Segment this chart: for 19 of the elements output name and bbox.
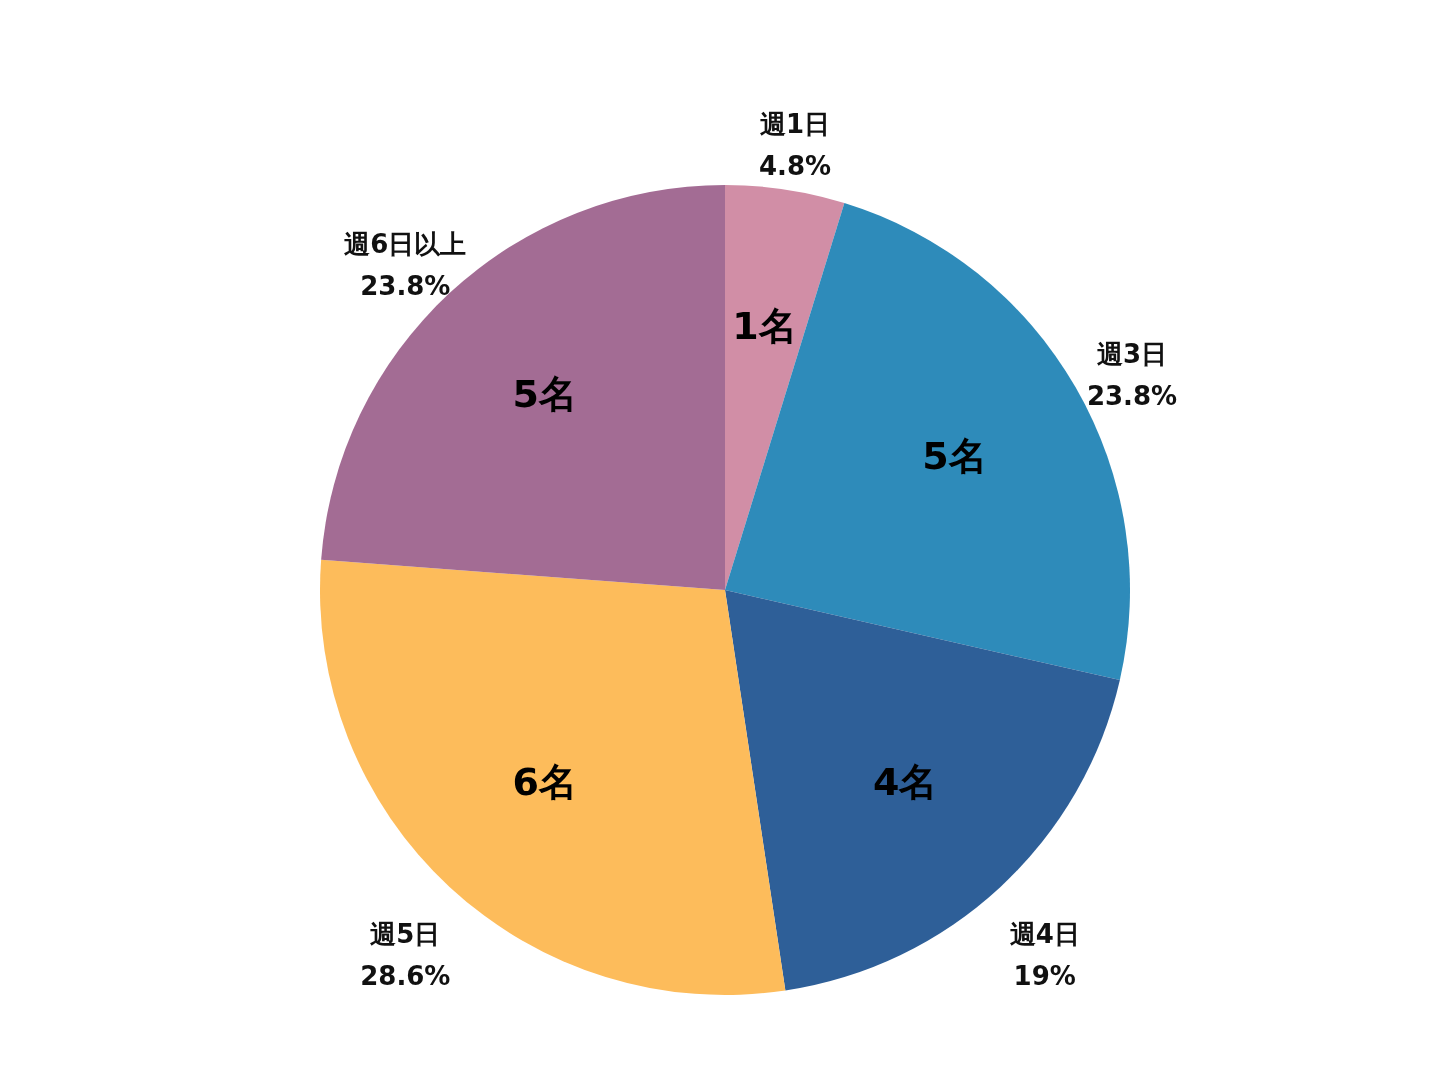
pie-slice bbox=[321, 185, 725, 590]
text: 28.6% bbox=[360, 960, 451, 991]
data-label: 5名 bbox=[512, 371, 577, 416]
slice-label: 週1日 bbox=[760, 109, 831, 140]
pie-slice bbox=[320, 559, 786, 995]
slice-label: 週3日 bbox=[1096, 339, 1168, 369]
text: 4.8% bbox=[759, 151, 832, 182]
slice-label: 週5日 bbox=[370, 918, 441, 949]
text: 19% bbox=[1013, 960, 1076, 991]
data-label: 6名 bbox=[512, 760, 577, 805]
data-label: 5名 bbox=[922, 433, 987, 478]
slice-label: 週6日以上 bbox=[344, 229, 467, 260]
pie-slice bbox=[725, 590, 1120, 991]
data-label: 4名 bbox=[873, 760, 938, 805]
data-label: 1名 bbox=[732, 303, 797, 348]
text: 23.8% bbox=[1086, 381, 1178, 411]
text: 23.8% bbox=[360, 271, 451, 302]
pie-slice bbox=[725, 185, 845, 590]
slice-label: 週4日 bbox=[1009, 918, 1080, 949]
